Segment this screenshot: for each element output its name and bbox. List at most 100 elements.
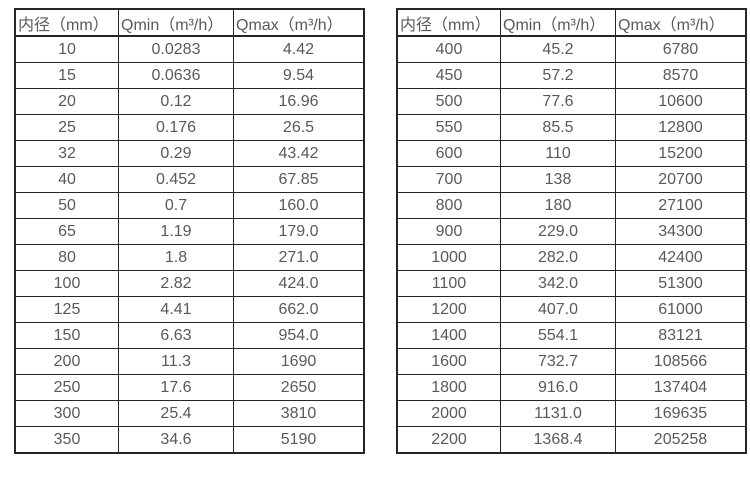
table-cell: 1800 bbox=[396, 374, 501, 401]
table-row: 600 110 15200 bbox=[396, 140, 747, 167]
table-cell: 250 bbox=[14, 374, 119, 401]
table-cell: 1368.4 bbox=[500, 426, 616, 454]
table-cell: 1200 bbox=[396, 296, 501, 323]
table-row: 80 1.8 271.0 bbox=[14, 244, 365, 271]
table-cell: 50 bbox=[14, 192, 119, 219]
table-cell: 40 bbox=[14, 166, 119, 193]
table-cell: 85.5 bbox=[500, 114, 616, 141]
table-row: 800 180 27100 bbox=[396, 192, 747, 219]
table-cell: 150 bbox=[14, 322, 119, 349]
table-cell: 180 bbox=[500, 192, 616, 219]
table-cell: 65 bbox=[14, 218, 119, 245]
table-row: 32 0.29 43.42 bbox=[14, 140, 365, 167]
table-row: 700 138 20700 bbox=[396, 166, 747, 193]
table-row: 2200 1368.4 205258 bbox=[396, 426, 747, 454]
table-cell: 34.6 bbox=[118, 426, 234, 454]
table-cell: 17.6 bbox=[118, 374, 234, 401]
table-cell: 2650 bbox=[233, 374, 365, 401]
table-row: 200 11.3 1690 bbox=[14, 348, 365, 375]
column-header: Qmax（m³/h） bbox=[233, 8, 365, 37]
table-cell: 138 bbox=[500, 166, 616, 193]
table-header: 内径（mm） Qmin（m³/h） Qmax（m³/h） bbox=[396, 8, 747, 37]
flow-table-small-diameters: 内径（mm） Qmin（m³/h） Qmax（m³/h） 10 0.0283 4.42 1… bbox=[14, 8, 365, 454]
table-cell: 1600 bbox=[396, 348, 501, 375]
table-cell: 83121 bbox=[615, 322, 747, 349]
table-cell: 700 bbox=[396, 166, 501, 193]
table-cell: 2.82 bbox=[118, 270, 234, 297]
table-cell: 8570 bbox=[615, 62, 747, 89]
table-body: 400 45.2 6780 450 57.2 8570 500 77.6 10600 550 85.… bbox=[396, 35, 747, 454]
table-cell: 450 bbox=[396, 62, 501, 89]
table-cell: 43.42 bbox=[233, 140, 365, 167]
table-cell: 137404 bbox=[615, 374, 747, 401]
table-cell: 32 bbox=[14, 140, 119, 167]
table-cell: 9.54 bbox=[233, 62, 365, 89]
table-row: 2000 1131.0 169635 bbox=[396, 400, 747, 427]
table-cell: 350 bbox=[14, 426, 119, 454]
table-cell: 10 bbox=[14, 35, 119, 63]
table-cell: 42400 bbox=[615, 244, 747, 271]
table-row: 150 6.63 954.0 bbox=[14, 322, 365, 349]
table-row: 25 0.176 26.5 bbox=[14, 114, 365, 141]
table-cell: 800 bbox=[396, 192, 501, 219]
table-row: 400 45.2 6780 bbox=[396, 35, 747, 63]
table-cell: 2200 bbox=[396, 426, 501, 454]
table-row: 10 0.0283 4.42 bbox=[14, 35, 365, 63]
table-row: 20 0.12 16.96 bbox=[14, 88, 365, 115]
table-cell: 3810 bbox=[233, 400, 365, 427]
table-cell: 0.7 bbox=[118, 192, 234, 219]
table-cell: 110 bbox=[500, 140, 616, 167]
table-cell: 554.1 bbox=[500, 322, 616, 349]
column-header: 内径（mm） bbox=[14, 8, 119, 37]
table-cell: 900 bbox=[396, 218, 501, 245]
table-row: 300 25.4 3810 bbox=[14, 400, 365, 427]
table-cell: 2000 bbox=[396, 400, 501, 427]
table-cell: 1.8 bbox=[118, 244, 234, 271]
table-cell: 1000 bbox=[396, 244, 501, 271]
table-cell: 916.0 bbox=[500, 374, 616, 401]
table-cell: 160.0 bbox=[233, 192, 365, 219]
table-cell: 1690 bbox=[233, 348, 365, 375]
column-header: Qmax（m³/h） bbox=[615, 8, 747, 37]
table-cell: 0.0636 bbox=[118, 62, 234, 89]
table-cell: 500 bbox=[396, 88, 501, 115]
table-row: 450 57.2 8570 bbox=[396, 62, 747, 89]
table-row: 100 2.82 424.0 bbox=[14, 270, 365, 297]
table-cell: 15 bbox=[14, 62, 119, 89]
table-cell: 67.85 bbox=[233, 166, 365, 193]
table-cell: 407.0 bbox=[500, 296, 616, 323]
table-cell: 229.0 bbox=[500, 218, 616, 245]
table-cell: 600 bbox=[396, 140, 501, 167]
table-row: 1600 732.7 108566 bbox=[396, 348, 747, 375]
table-cell: 11.3 bbox=[118, 348, 234, 375]
table-cell: 34300 bbox=[615, 218, 747, 245]
table-cell: 424.0 bbox=[233, 270, 365, 297]
table-cell: 200 bbox=[14, 348, 119, 375]
flow-rate-spec-tables: 内径（mm） Qmin（m³/h） Qmax（m³/h） 10 0.0283 4.42 1… bbox=[14, 8, 747, 454]
table-cell: 732.7 bbox=[500, 348, 616, 375]
table-cell: 954.0 bbox=[233, 322, 365, 349]
table-cell: 0.452 bbox=[118, 166, 234, 193]
table-cell: 6780 bbox=[615, 35, 747, 63]
table-row: 1000 282.0 42400 bbox=[396, 244, 747, 271]
table-cell: 16.96 bbox=[233, 88, 365, 115]
table-cell: 51300 bbox=[615, 270, 747, 297]
table-cell: 57.2 bbox=[500, 62, 616, 89]
table-row: 350 34.6 5190 bbox=[14, 426, 365, 454]
table-cell: 61000 bbox=[615, 296, 747, 323]
table-cell: 282.0 bbox=[500, 244, 616, 271]
table-cell: 662.0 bbox=[233, 296, 365, 323]
table-cell: 4.41 bbox=[118, 296, 234, 323]
table-cell: 12800 bbox=[615, 114, 747, 141]
table-cell: 205258 bbox=[615, 426, 747, 454]
table-cell: 0.29 bbox=[118, 140, 234, 167]
table-cell: 108566 bbox=[615, 348, 747, 375]
table-cell: 10600 bbox=[615, 88, 747, 115]
table-cell: 271.0 bbox=[233, 244, 365, 271]
table-cell: 400 bbox=[396, 35, 501, 63]
table-body: 10 0.0283 4.42 15 0.0636 9.54 20 0.12 16.96 25 0.1… bbox=[14, 35, 365, 454]
table-row: 1100 342.0 51300 bbox=[396, 270, 747, 297]
table-row: 40 0.452 67.85 bbox=[14, 166, 365, 193]
table-cell: 20 bbox=[14, 88, 119, 115]
table-cell: 1131.0 bbox=[500, 400, 616, 427]
